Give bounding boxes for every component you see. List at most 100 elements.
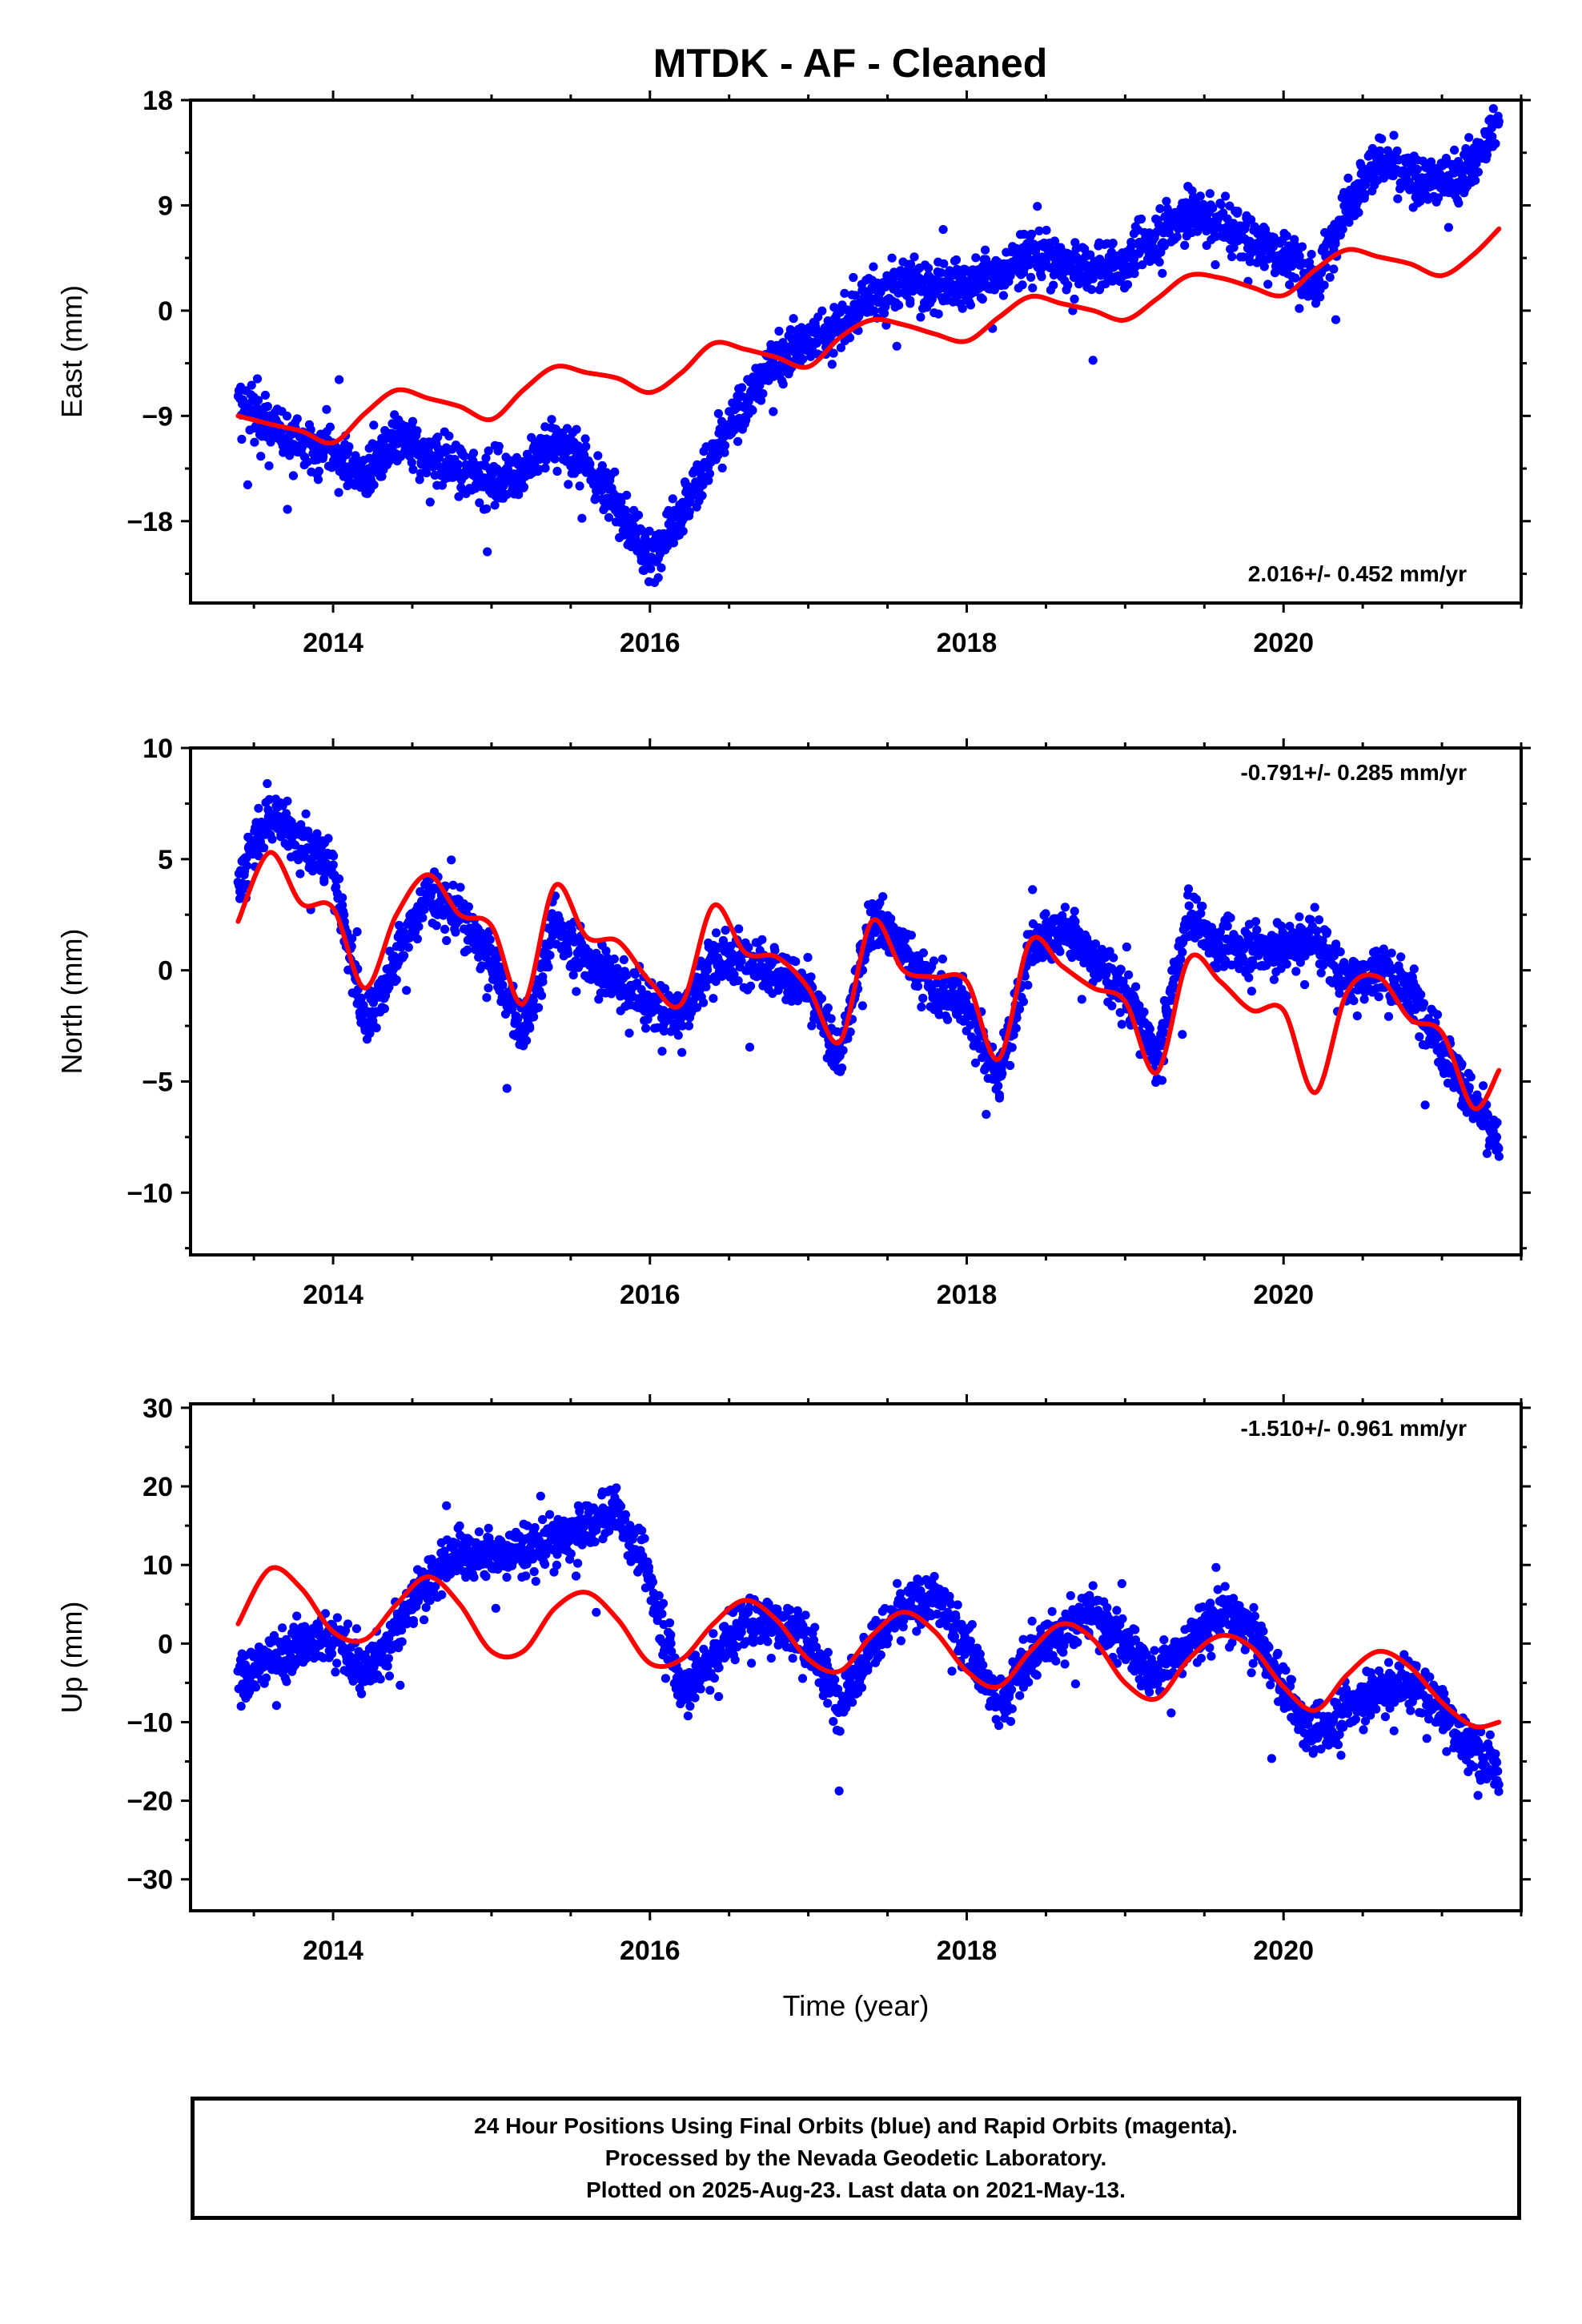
north-observation-point [1183,884,1194,894]
north-observation-point [1295,912,1304,922]
north-observation-point [657,1047,667,1056]
east-observation-point [282,411,292,421]
east-observation-point [1063,280,1073,290]
north-observation-point [636,985,646,995]
north-observation-point [347,934,357,943]
east-observation-point [798,354,808,364]
east-observation-point [1354,207,1363,217]
east-observation-point [407,457,416,468]
north-rate-label: -0.791+/- 0.285 mm/yr [1240,760,1467,785]
north-observation-point [1247,987,1256,996]
east-observation-point [264,461,274,471]
north-observation-point [334,874,344,883]
north-observation-point [1055,947,1065,956]
east-observation-point [971,253,981,263]
east-observation-point [1037,271,1046,282]
north-observation-point [534,1003,544,1012]
north-observation-point [522,1035,532,1045]
north-observation-point [721,926,730,935]
east-observation-point [1208,203,1218,213]
north-observation-point [703,965,713,975]
north-observation-point [1492,1118,1502,1128]
north-observation-point [1196,909,1206,919]
north-observation-point [1419,999,1429,1008]
east-observation-point [266,437,275,447]
north-observation-point [242,861,251,870]
east-y-tick-label: 0 [158,296,173,327]
east-observation-points [233,100,1504,588]
north-observation-point [1374,992,1383,1002]
east-observation-point [483,547,492,557]
east-observation-point [869,306,879,316]
north-observation-point [339,910,349,919]
north-observation-point [994,1090,1004,1100]
east-observation-point [1162,196,1171,206]
north-y-tick-label: 5 [158,845,173,875]
north-observation-point [624,1028,634,1038]
east-y-tick-label: −9 [142,401,173,432]
east-observation-point [905,296,915,305]
east-x-tick-label: 2018 [937,628,998,658]
east-observation-point [785,325,795,335]
north-observation-point [323,834,333,843]
north-observation-point [659,1026,669,1036]
east-observation-point [938,225,948,235]
north-observation-point [451,927,460,937]
east-observation-point [490,501,500,510]
east-observation-point [1325,272,1335,282]
north-observation-point [595,953,604,963]
north-observation-point [906,931,916,940]
east-observation-point [1329,264,1339,274]
north-observation-point [1139,1007,1149,1017]
east-observation-point [484,446,493,456]
north-observation-point [1359,995,1369,1004]
north-observation-point [806,972,816,982]
east-observation-point [892,341,901,351]
north-observation-point [1226,913,1235,923]
east-observation-point [880,308,889,318]
east-observation-point [422,468,432,478]
north-observation-point [1483,1110,1492,1120]
north-observation-point [757,935,767,944]
north-observation-point [331,882,341,891]
north-observation-point [913,982,923,991]
north-observation-point [525,1023,535,1033]
north-y-tick-label: −10 [126,1178,173,1208]
east-observation-point [1018,280,1027,290]
north-observation-point [1131,982,1141,991]
north-observation-point [1164,1007,1174,1017]
north-observation-point [954,978,963,987]
north-observation-point [1011,1023,1021,1033]
north-observation-point [932,979,942,988]
north-observation-point [998,1068,1007,1079]
east-model-curve [235,226,1502,446]
north-observation-point [632,978,642,988]
east-observation-point [978,294,987,304]
north-observation-point [529,1012,539,1022]
east-observation-point [1033,202,1042,211]
north-observation-point [1306,915,1315,924]
east-observation-point [243,480,252,490]
north-observation-point [528,995,538,1005]
north-observation-point [970,1058,981,1068]
north-observation-point [1291,967,1301,976]
east-observation-point [425,497,435,507]
north-observation-point [1466,1072,1476,1082]
east-observation-point [909,252,919,262]
east-observation-point [653,573,663,583]
north-observation-point [1492,1132,1502,1142]
north-observation-point [1251,917,1261,927]
east-observation-point [769,407,778,416]
east-observation-point [758,388,768,399]
east-observation-point [313,475,323,485]
east-observation-point [894,300,904,310]
east-observation-point [1205,189,1215,199]
north-observation-point [1423,1014,1433,1023]
north-observation-point [1012,1013,1022,1023]
east-observation-point [1471,175,1480,185]
north-observation-point [267,834,277,844]
east-observation-point [408,464,418,474]
